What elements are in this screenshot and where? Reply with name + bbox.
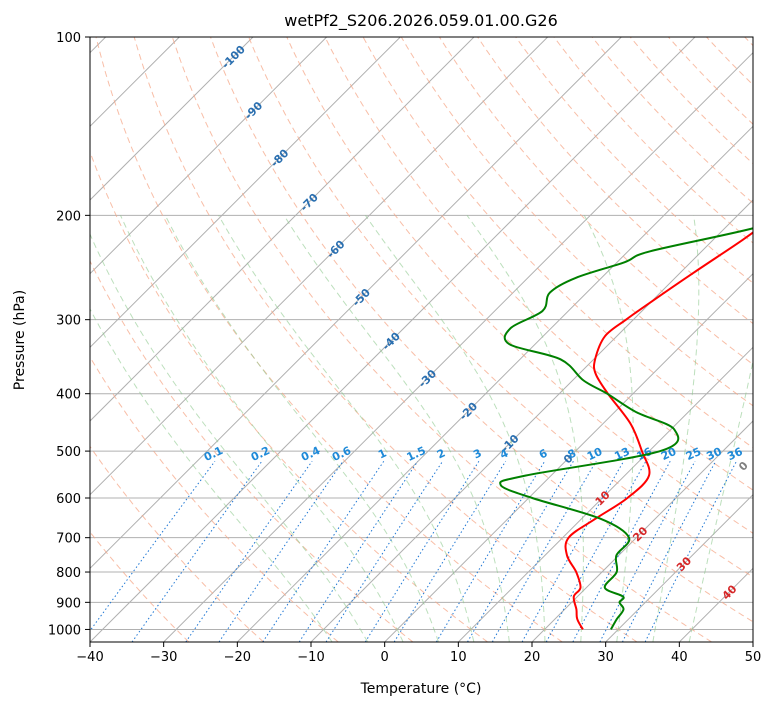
dry-adiabat-line: [90, 445, 264, 642]
isotherm-line: [90, 37, 475, 422]
x-tick-label: 50: [745, 650, 762, 665]
x-axis: −40 −30 −20 −10 0 10 20 30 40 50: [76, 642, 761, 665]
mixing-ratio-line: [644, 460, 737, 642]
mixing-ratio-label: 36: [725, 445, 745, 463]
x-tick-label: −40: [76, 650, 103, 665]
moist-adiabat-line: [120, 215, 404, 642]
dry-adiabat-line: [133, 37, 638, 642]
x-axis-label: Temperature (°C): [360, 681, 482, 697]
moist-adiabat-line: [652, 215, 700, 642]
y-tick-label: 700: [56, 532, 81, 547]
mixing-ratio-label: 30: [704, 445, 724, 463]
x-tick-label: 10: [450, 650, 467, 665]
moist-adiabat-line: [283, 215, 510, 642]
isotherm-line: [90, 37, 254, 201]
y-tick-label: 1000: [48, 623, 81, 638]
y-tick-label: 800: [56, 566, 81, 581]
mixing-ratio-line: [621, 460, 717, 642]
x-tick-label: 0: [381, 650, 389, 665]
isotherm-line: [384, 272, 753, 642]
mixing-ratio-line: [393, 460, 507, 642]
isotherm-line: [90, 37, 622, 570]
x-tick-label: 30: [597, 650, 614, 665]
dry-adiabat-line: [515, 37, 753, 284]
isotherm-line: [90, 37, 549, 496]
y-tick-label: 100: [56, 31, 81, 46]
mixing-ratio-line: [599, 460, 696, 642]
isotherm-line: [236, 125, 753, 642]
background-lines: [90, 37, 753, 642]
y-tick-label: 200: [56, 209, 81, 224]
sounding-series: [499, 227, 753, 630]
moist-adiabat-line: [164, 215, 439, 642]
dry-adiabat-line: [171, 37, 712, 642]
mixing-ratio-label: 10: [585, 445, 605, 463]
mixing-ratio-label: 25: [684, 445, 703, 463]
mixing-ratio-line: [325, 460, 444, 642]
mixing-ratio-line: [521, 460, 625, 642]
mixing-ratio-line: [90, 460, 216, 632]
isotherm-line: [605, 493, 753, 642]
isotherm-line: [457, 346, 753, 642]
chart-title: wetPf2_S206.2026.059.01.00.G26: [284, 11, 558, 31]
mixing-ratio-line: [262, 460, 385, 642]
y-tick-label: 500: [56, 445, 81, 460]
isotherm-line: [531, 420, 753, 642]
isotherm-line: [90, 37, 401, 349]
y-tick-label: 300: [56, 314, 81, 329]
moist-adiabat-line: [364, 215, 546, 642]
y-tick-label: 900: [56, 596, 81, 611]
dry-adiabat-line: [90, 259, 414, 642]
mixing-ratio-line: [298, 460, 419, 642]
y-axis: 100 200 300 400 500 600 700 800 900 1000: [48, 31, 90, 638]
mixing-ratio-line: [131, 460, 263, 642]
y-tick-label: 600: [56, 492, 81, 507]
isotherm-line: [163, 51, 753, 642]
dry-adiabat-line: [95, 37, 563, 642]
moist-adiabat-line: [583, 215, 634, 642]
x-tick-label: 40: [671, 650, 688, 665]
plot-frame: [89, 36, 754, 643]
x-tick-label: −30: [150, 650, 177, 665]
dewpoint-line: [499, 227, 753, 630]
dry-adiabat-line: [90, 356, 339, 642]
dry-adiabat-line: [286, 37, 753, 534]
moist-adiabat-line: [90, 232, 369, 642]
moist-adiabat-line: [90, 308, 333, 642]
x-tick-label: 20: [524, 650, 541, 665]
x-tick-label: −20: [224, 650, 251, 665]
moist-adiabat-line: [218, 215, 475, 642]
dry-adiabat-line: [248, 37, 753, 578]
temperature-line: [564, 231, 753, 630]
mixing-ratio-line: [572, 460, 671, 642]
dry-adiabat-line: [324, 37, 753, 491]
y-tick-label: 400: [56, 388, 81, 403]
isotherm-line: [90, 37, 696, 642]
moist-adiabat-line: [466, 215, 584, 642]
dry-adiabat-line: [210, 37, 753, 623]
x-tick-label: −10: [297, 650, 324, 665]
isotherm-line: [90, 37, 328, 275]
y-axis-label: Pressure (hPa): [12, 290, 28, 390]
mixing-ratio-line: [364, 460, 480, 642]
